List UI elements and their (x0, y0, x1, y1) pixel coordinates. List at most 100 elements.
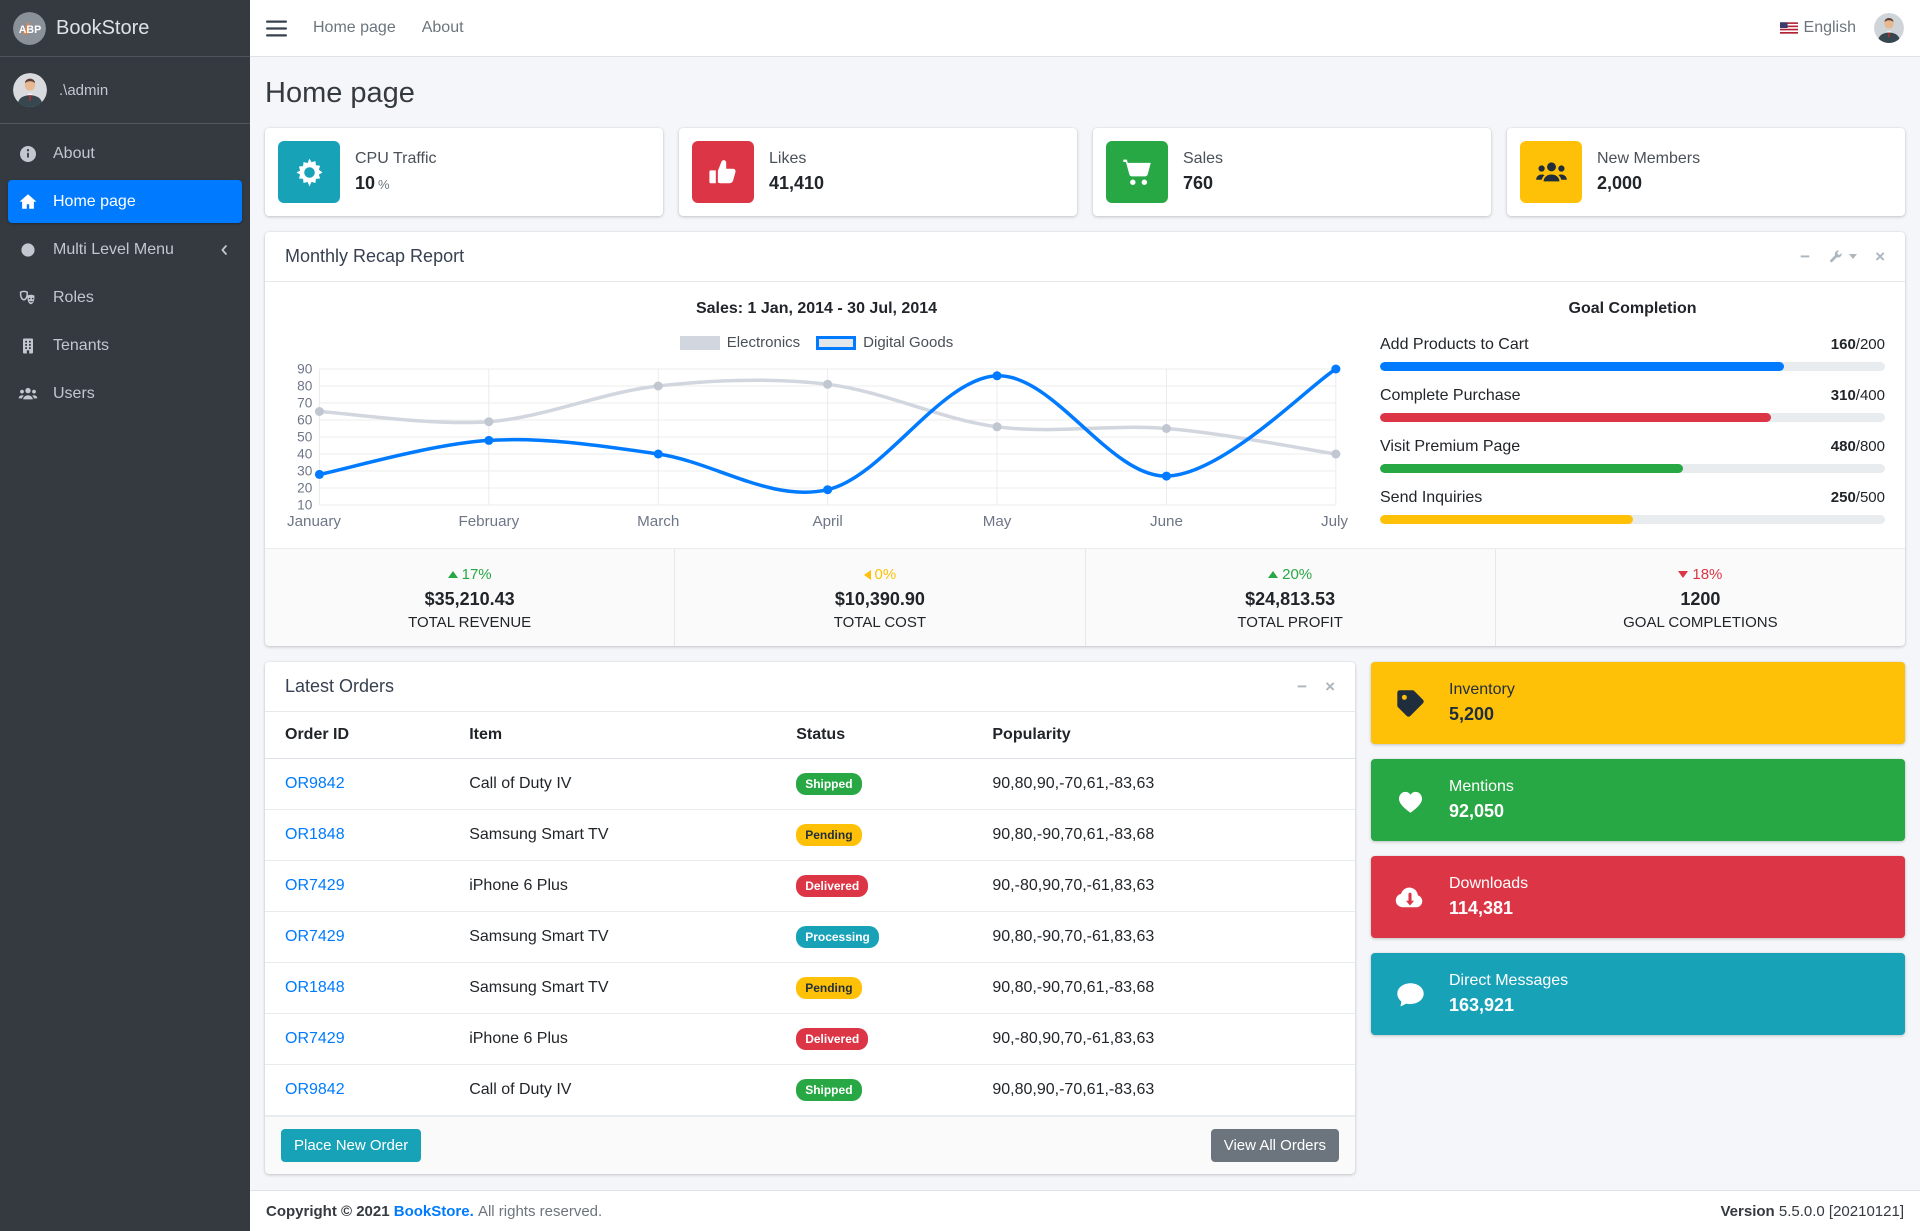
navbar-avatar[interactable] (1874, 13, 1904, 43)
monthly-recap-card: Monthly Recap Report − × Sales: 1 Jan, 2… (265, 232, 1905, 646)
svg-text:30: 30 (297, 464, 313, 479)
sidebar-user-panel[interactable]: .\admin (0, 57, 250, 124)
sidebar-item-multi-level-menu[interactable]: Multi Level Menu (8, 228, 242, 271)
table-row: OR1848 Samsung Smart TV Pending 90,80,-9… (265, 962, 1355, 1014)
stat-desc: TOTAL REVENUE (408, 614, 532, 631)
info-box-cpu-traffic: CPU Traffic 10% (265, 128, 663, 216)
svg-text:40: 40 (297, 447, 313, 462)
col-header-status: Status (788, 712, 985, 759)
page-title: Home page (265, 77, 415, 109)
latest-orders-card: Latest Orders − × Order ID Item Status (265, 662, 1355, 1174)
svg-text:70: 70 (297, 396, 313, 411)
order-popularity: 90,80,90,-70,61,-83,63 (984, 1064, 1355, 1116)
table-row: OR9842 Call of Duty IV Shipped 90,80,90,… (265, 1064, 1355, 1116)
svg-text:July: July (1321, 513, 1348, 530)
tag-icon (1371, 687, 1449, 720)
caret-up-icon (1268, 571, 1279, 578)
side-box-value: 114,381 (1449, 898, 1514, 918)
brand-name: BookStore (56, 16, 150, 39)
sidebar-item-about[interactable]: About (8, 132, 242, 175)
footer-brand-link[interactable]: BookStore. (393, 1202, 474, 1220)
sidebar-username: .\admin (59, 81, 109, 99)
order-popularity: 90,80,-90,70,61,-83,68 (984, 962, 1355, 1014)
sidebar-item-label: Users (53, 384, 95, 402)
recap-card-title: Monthly Recap Report (285, 246, 465, 266)
legend-item-digital-goods[interactable]: Digital Goods (816, 334, 953, 351)
legend-item-electronics[interactable]: Electronics (679, 334, 800, 351)
stat-value: $24,813.53 (1245, 589, 1336, 609)
svg-text:20: 20 (297, 481, 313, 496)
thumbs-up-icon (692, 141, 754, 203)
progress-track (1380, 464, 1885, 473)
info-box-label: Likes (769, 150, 807, 167)
goal-value: 310/400 (1830, 387, 1885, 404)
status-badge: Delivered (796, 1028, 869, 1050)
order-id-link[interactable]: OR1848 (285, 979, 345, 996)
sidebar-toggle-button[interactable] (266, 20, 287, 37)
order-id-link[interactable]: OR7429 (285, 877, 345, 894)
view-all-orders-button[interactable]: View All Orders (1210, 1129, 1339, 1162)
sidebar-item-roles[interactable]: Roles (8, 276, 242, 319)
status-badge: Shipped (796, 773, 862, 795)
collapse-icon[interactable]: − (1800, 247, 1811, 266)
info-box-sales: Sales 760 (1093, 128, 1491, 216)
order-popularity: 90,80,90,-70,61,-83,63 (984, 758, 1355, 810)
order-item: iPhone 6 Plus (461, 860, 789, 912)
progress-track (1380, 515, 1885, 524)
wrench-dropdown-icon[interactable] (1828, 249, 1858, 265)
goal-value: 160/200 (1830, 336, 1885, 353)
status-badge: Pending (796, 977, 862, 999)
table-row: OR1848 Samsung Smart TV Pending 90,80,-9… (265, 809, 1355, 861)
stat-value: $35,210.43 (424, 589, 515, 609)
language-selector[interactable]: English (1779, 19, 1856, 37)
status-badge: Delivered (796, 875, 869, 897)
building-icon (18, 336, 42, 356)
caret-down-icon (1678, 571, 1689, 578)
order-id-link[interactable]: OR7429 (285, 928, 345, 945)
sidebar-item-users[interactable]: Users (8, 372, 242, 415)
svg-text:June: June (1150, 513, 1183, 530)
close-icon[interactable]: × (1875, 247, 1885, 266)
order-id-link[interactable]: OR9842 (285, 1081, 345, 1098)
svg-text:March: March (637, 513, 679, 530)
version-number: 5.5.0.0 [20210121] (1778, 1202, 1904, 1220)
sidebar-item-label: Roles (53, 288, 94, 306)
legend-swatch (816, 335, 857, 350)
info-box-likes: Likes 41,410 (679, 128, 1077, 216)
order-id-link[interactable]: OR9842 (285, 775, 345, 792)
svg-text:May: May (983, 513, 1012, 530)
order-id-link[interactable]: OR1848 (285, 826, 345, 843)
place-new-order-button[interactable]: Place New Order (281, 1129, 422, 1162)
main-footer: Copyright © 2021 BookStore. All rights r… (250, 1190, 1920, 1231)
svg-text:February: February (458, 513, 519, 530)
side-box-value: 5,200 (1449, 704, 1495, 724)
main-area: Home page About English Home page (250, 0, 1920, 1231)
col-header-order-id: Order ID (265, 712, 462, 759)
mentions-box: Mentions 92,050 (1371, 759, 1905, 841)
order-id-link[interactable]: OR7429 (285, 1030, 345, 1047)
info-icon (18, 144, 42, 164)
info-box-value: 2,000 (1597, 173, 1643, 193)
home-icon (18, 192, 42, 212)
recap-stats-row: 17% $35,210.43 TOTAL REVENUE 0% $10,390.… (265, 548, 1905, 646)
goal-completion: Goal Completion Add Products to Cart 160… (1380, 298, 1885, 540)
caret-up-icon (447, 571, 458, 578)
info-box-value: 10% (355, 173, 390, 193)
progress-fill (1380, 464, 1683, 473)
brand-link[interactable]: ABP BookStore (0, 0, 250, 57)
navbar-link-home-page[interactable]: Home page (313, 19, 396, 36)
sidebar-item-tenants[interactable]: Tenants (8, 324, 242, 367)
svg-text:10: 10 (297, 498, 313, 513)
goal-value: 480/800 (1830, 438, 1885, 455)
table-row: OR7429 iPhone 6 Plus Delivered 90,-80,90… (265, 860, 1355, 912)
legend-label: Digital Goods (863, 334, 954, 351)
goal-value: 250/500 (1830, 489, 1885, 506)
navbar-link-about[interactable]: About (421, 19, 464, 36)
sidebar-item-home-page[interactable]: Home page (8, 180, 242, 223)
sidebar-item-label: About (53, 144, 95, 162)
close-icon[interactable]: × (1325, 677, 1335, 696)
collapse-icon[interactable]: − (1297, 677, 1308, 696)
page-content: Home page CPU Traffic 10% (250, 57, 1920, 1190)
order-item: Call of Duty IV (461, 758, 789, 810)
version-label: Version (1720, 1202, 1775, 1220)
